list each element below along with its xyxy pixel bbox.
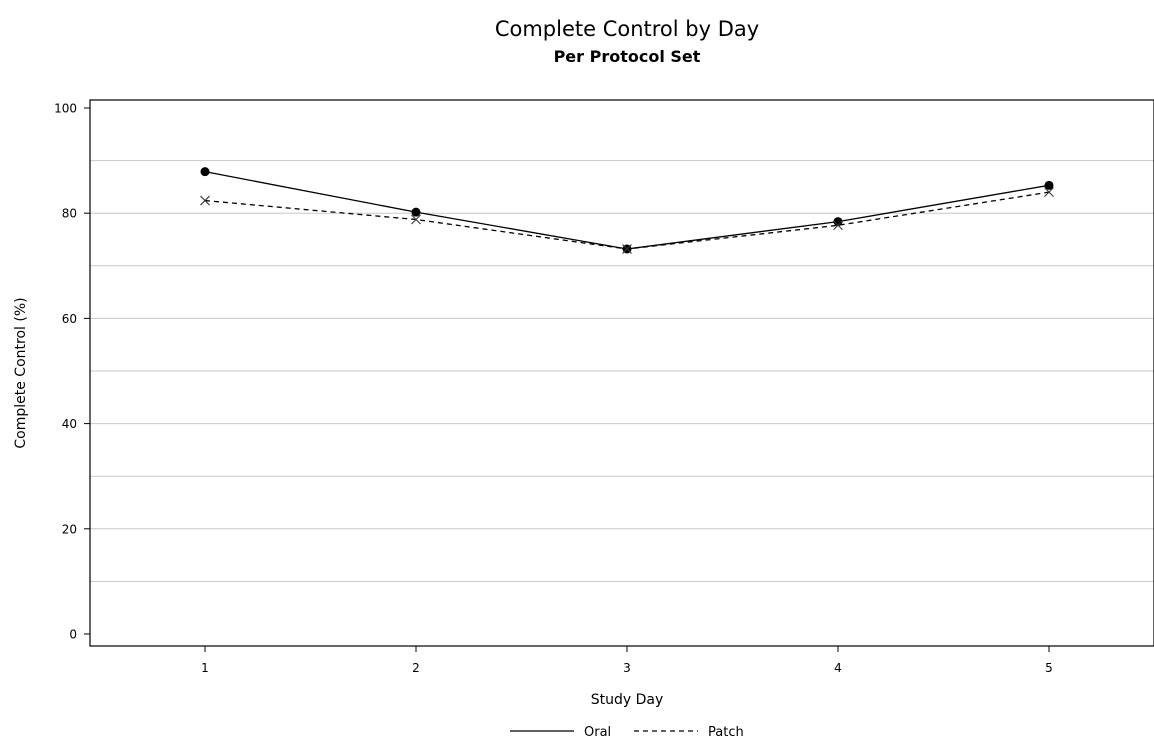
data-point-patch (200, 195, 210, 206)
legend-label-oral: Oral (584, 725, 611, 740)
x-tick-label: 4 (834, 661, 842, 675)
data-point-oral (411, 207, 421, 217)
chart-title: Complete Control by Day (495, 17, 759, 41)
y-tick-label: 40 (62, 417, 77, 431)
data-point-patch (622, 244, 632, 254)
legend: Oral Patch (510, 725, 744, 740)
x-axis-title: Study Day (591, 692, 664, 708)
y-tick-label: 60 (62, 312, 77, 326)
legend-label-patch: Patch (708, 725, 744, 740)
marker-stroke (1044, 187, 1054, 198)
marker-stroke (622, 244, 632, 254)
x-tick-label: 3 (623, 661, 631, 675)
y-axis: 0 20 40 60 80 100 (54, 102, 90, 642)
y-tick-label: 0 (69, 628, 77, 642)
marker-stroke (411, 214, 421, 225)
data-point-oral (1044, 180, 1054, 190)
x-tick-label: 5 (1045, 661, 1053, 675)
marker-stroke (200, 195, 210, 206)
y-tick-label: 100 (54, 102, 77, 116)
data-point-oral (200, 167, 210, 177)
data-point-patch (411, 214, 421, 225)
x-tick-label: 2 (412, 661, 420, 675)
marker-stroke (833, 220, 843, 231)
gridlines (90, 160, 1154, 582)
y-axis-title: Complete Control (%) (13, 297, 29, 448)
series-layer (200, 167, 1054, 254)
y-tick-label: 20 (62, 522, 77, 536)
y-tick-label: 80 (62, 207, 77, 221)
chart-subtitle: Per Protocol Set (554, 47, 701, 66)
data-point-oral (833, 217, 843, 227)
series-line-oral (204, 171, 1050, 250)
data-point-patch (1044, 187, 1054, 198)
data-point-patch (833, 220, 843, 231)
series-line-patch (204, 191, 1050, 250)
x-axis: 1 2 3 4 5 (201, 646, 1053, 675)
x-tick-label: 1 (201, 661, 209, 675)
plot-frame (89, 99, 1154, 647)
